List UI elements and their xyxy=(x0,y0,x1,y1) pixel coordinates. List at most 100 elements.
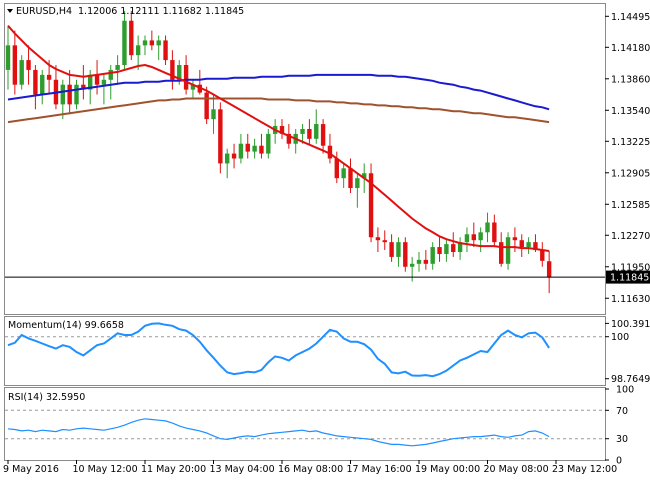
candle-body xyxy=(519,240,524,248)
candle-body xyxy=(156,40,161,46)
candle-body xyxy=(457,242,463,252)
y-tick-label: 1.13540 xyxy=(611,106,650,117)
candle-body xyxy=(327,145,333,159)
candle-body xyxy=(505,237,511,264)
candle-body xyxy=(464,234,470,243)
candle-body xyxy=(512,237,518,241)
candle-body xyxy=(190,84,196,90)
candle-body xyxy=(375,237,381,241)
x-tick-label: 19 May 00:00 xyxy=(415,464,480,475)
candle-body xyxy=(135,45,141,56)
candle-body xyxy=(540,250,545,261)
candle-body xyxy=(546,261,552,278)
candle-body xyxy=(471,234,476,241)
x-tick-label: 11 May 20:00 xyxy=(141,464,206,475)
candle-body xyxy=(307,128,312,139)
candle-body xyxy=(88,74,93,90)
x-tick-label: 9 May 2016 xyxy=(3,464,59,475)
candle-body xyxy=(163,40,168,61)
candle-body xyxy=(245,143,250,152)
y-tick-label: 1.14495 xyxy=(611,12,650,23)
candle-body xyxy=(225,153,230,164)
candle-body xyxy=(334,158,339,179)
chart-title: EURUSD,H4 xyxy=(16,6,72,17)
candle-body xyxy=(259,145,264,154)
candle-body xyxy=(170,60,175,80)
candle-body xyxy=(320,124,326,146)
candle-body xyxy=(129,20,134,56)
x-tick-label: 20 May 08:00 xyxy=(484,464,549,475)
candle-body xyxy=(368,173,374,238)
candle-body xyxy=(238,143,244,159)
candle-body xyxy=(142,40,148,46)
candle-body xyxy=(355,178,360,189)
candle-body xyxy=(423,259,429,264)
candle-body xyxy=(382,240,387,243)
last-price-tag xyxy=(606,270,650,284)
candle-body xyxy=(40,74,45,95)
axes: 1.11630 1.11950 1.12270 1.12585 1.12905 1.132… xyxy=(3,12,650,475)
candle-body xyxy=(204,92,209,120)
candle-body xyxy=(416,259,422,264)
momentum-panel-frame xyxy=(4,316,606,386)
candle-body xyxy=(279,126,285,134)
candle-body xyxy=(177,65,182,80)
momentum-y-tick-label: 98.7649 xyxy=(611,374,650,385)
last-price-label: 1.11845 xyxy=(610,273,649,284)
candle-body xyxy=(12,45,18,85)
ma-long-line xyxy=(7,97,550,124)
candle-body xyxy=(341,168,346,179)
main-panel xyxy=(5,10,605,294)
candle-body xyxy=(26,60,31,70)
candle-body xyxy=(526,242,531,248)
y-tick-label: 1.13225 xyxy=(611,137,650,148)
rsi-title: RSI(14) 32.5950 xyxy=(8,392,85,403)
chart-collapse-triangle-icon xyxy=(7,9,13,13)
main-panel-frame xyxy=(4,3,606,315)
y-tick-label: 1.11630 xyxy=(611,294,650,305)
x-tick-label: 17 May 16:00 xyxy=(347,464,412,475)
momentum-y-tick-label: 100 xyxy=(611,332,629,343)
candle-body xyxy=(348,168,353,189)
candle-body xyxy=(81,84,86,90)
candle-body xyxy=(115,65,120,70)
candle-body xyxy=(451,244,456,252)
y-tick-label: 1.14180 xyxy=(611,43,650,54)
candle-body xyxy=(33,69,38,95)
y-tick-label: 1.12905 xyxy=(611,168,650,179)
candle-body xyxy=(19,60,24,85)
candle-body xyxy=(444,244,449,254)
candle-body xyxy=(252,145,257,152)
ma-fast-line xyxy=(7,25,550,252)
y-tick-label: 1.12585 xyxy=(611,200,650,211)
candle-body xyxy=(485,222,490,233)
candle-body xyxy=(183,65,189,90)
x-tick-label: 13 May 04:00 xyxy=(210,464,275,475)
y-tick-label: 1.12270 xyxy=(611,231,650,242)
candle-body xyxy=(286,133,292,144)
y-tick-label: 1.13860 xyxy=(611,74,650,85)
candle-body xyxy=(266,133,271,154)
candle-body xyxy=(499,242,504,264)
momentum-title: Momentum(14) 99.6658 xyxy=(8,320,124,331)
x-tick-label: 16 May 08:00 xyxy=(278,464,343,475)
x-tick-label: 10 May 12:00 xyxy=(73,464,138,475)
y-tick-label: 1.11950 xyxy=(611,262,650,273)
candle-body xyxy=(60,84,65,105)
candle-body xyxy=(108,69,113,80)
candle-body xyxy=(211,109,216,120)
candle-body xyxy=(218,109,223,164)
ohlc-readout: 1.12006 1.12111 1.11682 1.11845 xyxy=(78,6,244,17)
candle-body xyxy=(74,84,79,105)
candle-body xyxy=(533,242,538,251)
candle-body xyxy=(403,242,408,267)
candle-body xyxy=(46,74,52,80)
rsi-y-tick-label: 70 xyxy=(616,406,628,417)
x-tick-label: 23 May 12:00 xyxy=(552,464,617,475)
ma-slow-line xyxy=(7,73,550,111)
candle-body xyxy=(314,124,319,139)
candle-body xyxy=(67,84,72,105)
rsi-panel xyxy=(5,409,605,447)
candle-body xyxy=(149,40,155,46)
